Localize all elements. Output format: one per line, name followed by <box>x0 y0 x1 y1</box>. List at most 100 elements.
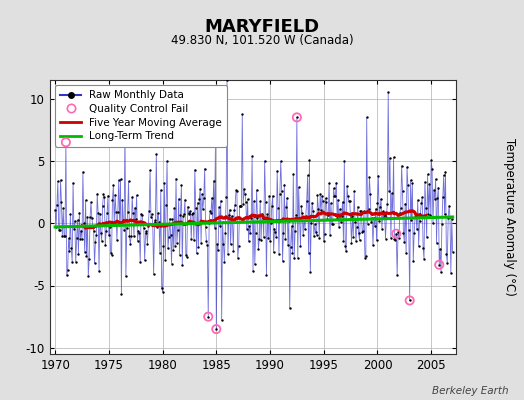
Point <box>253 215 261 221</box>
Point <box>154 210 162 216</box>
Point <box>313 192 322 198</box>
Point <box>328 221 336 227</box>
Point <box>373 237 381 244</box>
Point <box>111 192 119 198</box>
Point <box>278 258 287 264</box>
Point <box>392 230 400 237</box>
Point <box>321 231 329 237</box>
Point <box>277 158 285 164</box>
Point <box>238 111 246 118</box>
Point <box>69 180 77 186</box>
Point <box>266 238 274 244</box>
Point <box>201 166 209 172</box>
Point <box>398 188 407 194</box>
Point <box>198 191 206 198</box>
Point <box>292 212 300 219</box>
Point <box>399 230 408 236</box>
Point <box>211 143 220 149</box>
Point <box>269 249 278 256</box>
Point <box>213 241 221 247</box>
Point <box>89 222 97 229</box>
Point <box>62 272 71 279</box>
Point <box>160 180 169 186</box>
Point <box>293 114 301 120</box>
Point <box>228 215 237 222</box>
Point <box>422 204 430 211</box>
Point <box>405 227 413 233</box>
Point <box>112 209 120 216</box>
Point <box>70 226 78 232</box>
Point <box>58 233 67 239</box>
Point <box>105 224 114 230</box>
Point <box>88 215 96 221</box>
Point <box>302 212 310 219</box>
Point <box>97 238 106 244</box>
Point <box>418 194 427 200</box>
Point <box>270 225 279 232</box>
Point <box>173 239 181 246</box>
Point <box>130 204 139 211</box>
Point <box>278 188 286 194</box>
Point <box>199 206 207 212</box>
Point <box>164 245 172 252</box>
Point <box>68 258 77 265</box>
Point <box>226 241 235 248</box>
Point <box>423 171 432 178</box>
Point <box>329 221 337 228</box>
Point <box>99 202 107 209</box>
Point <box>386 155 394 162</box>
Point <box>435 262 443 268</box>
Point <box>367 219 375 225</box>
Point <box>115 177 123 183</box>
Point <box>440 211 449 218</box>
Point <box>172 176 180 182</box>
Point <box>402 250 410 256</box>
Point <box>401 200 409 207</box>
Point <box>56 226 64 233</box>
Point <box>162 202 170 208</box>
Point <box>331 193 340 199</box>
Point <box>253 187 261 193</box>
Point <box>178 262 187 268</box>
Point <box>125 233 134 239</box>
Point <box>215 204 223 210</box>
Point <box>364 220 372 227</box>
Point <box>366 191 375 198</box>
Point <box>146 167 154 173</box>
Point <box>429 220 437 227</box>
Point <box>381 236 390 242</box>
Point <box>230 207 238 214</box>
Point <box>129 210 137 216</box>
Point <box>353 224 361 230</box>
Point <box>287 223 296 229</box>
Point <box>263 211 271 218</box>
Point <box>281 236 289 242</box>
Point <box>407 217 416 223</box>
Point <box>166 215 174 222</box>
Point <box>204 314 212 320</box>
Point <box>301 226 309 233</box>
Point <box>100 191 108 197</box>
Point <box>143 228 151 234</box>
Point <box>372 206 380 212</box>
Point <box>106 249 115 256</box>
Point <box>268 192 277 199</box>
Point <box>128 194 136 200</box>
Point <box>167 260 176 267</box>
Point <box>244 238 253 244</box>
Point <box>296 243 304 249</box>
Point <box>441 169 450 175</box>
Point <box>140 257 149 264</box>
Point <box>73 216 82 223</box>
Point <box>443 260 452 266</box>
Point <box>200 195 208 201</box>
Point <box>119 216 127 223</box>
Point <box>349 233 357 240</box>
Text: Temperature Anomaly (°C): Temperature Anomaly (°C) <box>503 138 516 296</box>
Point <box>191 205 200 211</box>
Point <box>264 234 272 241</box>
Point <box>214 246 222 253</box>
Point <box>132 216 140 222</box>
Point <box>121 127 129 133</box>
Point <box>136 259 145 265</box>
